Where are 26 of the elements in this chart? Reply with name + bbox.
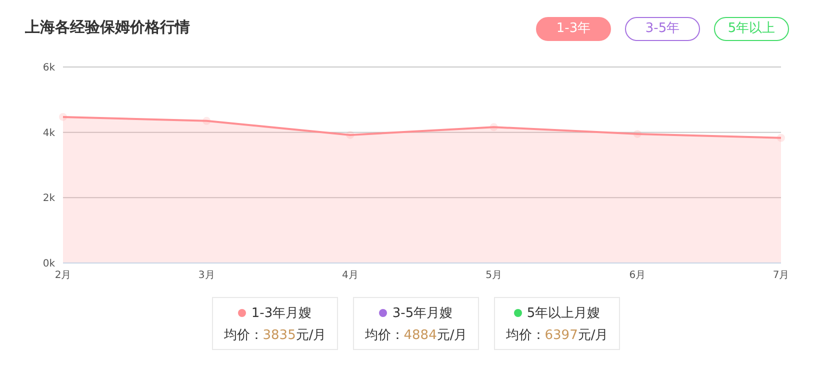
text: 1-3年 bbox=[536, 17, 611, 41]
point bbox=[490, 123, 498, 132]
point bbox=[346, 130, 354, 139]
x-tick-label: 2月 bbox=[54, 270, 72, 282]
point bbox=[59, 112, 67, 121]
x-tick-label: 5月 bbox=[486, 270, 502, 282]
text: 均价：4884元/月 bbox=[364, 327, 468, 344]
x-tick-label: 7月 bbox=[772, 270, 790, 282]
point bbox=[777, 134, 785, 142]
chart-title: 上海各经验保姆价格行情 bbox=[25, 18, 190, 37]
text: 均价：6397元/月 bbox=[504, 327, 610, 344]
y-tick-label: 6k bbox=[42, 62, 56, 74]
legend-label: 3-5年月嫂 bbox=[391, 305, 454, 322]
legend-label: 5年以上月嫂 bbox=[526, 305, 602, 322]
point bbox=[202, 116, 211, 125]
y-tick-label: 4k bbox=[42, 128, 56, 139]
text: 均价：3835元/月 bbox=[222, 327, 328, 344]
legend-label: 1-3年月嫂 bbox=[250, 305, 313, 322]
x-tick-label: 4月 bbox=[342, 270, 358, 282]
y-tick-label: 0k bbox=[42, 258, 56, 270]
point bbox=[633, 130, 642, 138]
x-tick-label: 3月 bbox=[198, 270, 215, 282]
text: 5年以上 bbox=[714, 17, 789, 41]
y-tick-label: 2k bbox=[42, 193, 56, 204]
text: 3-5年 bbox=[625, 17, 700, 41]
x-tick-label: 6月 bbox=[629, 270, 646, 282]
